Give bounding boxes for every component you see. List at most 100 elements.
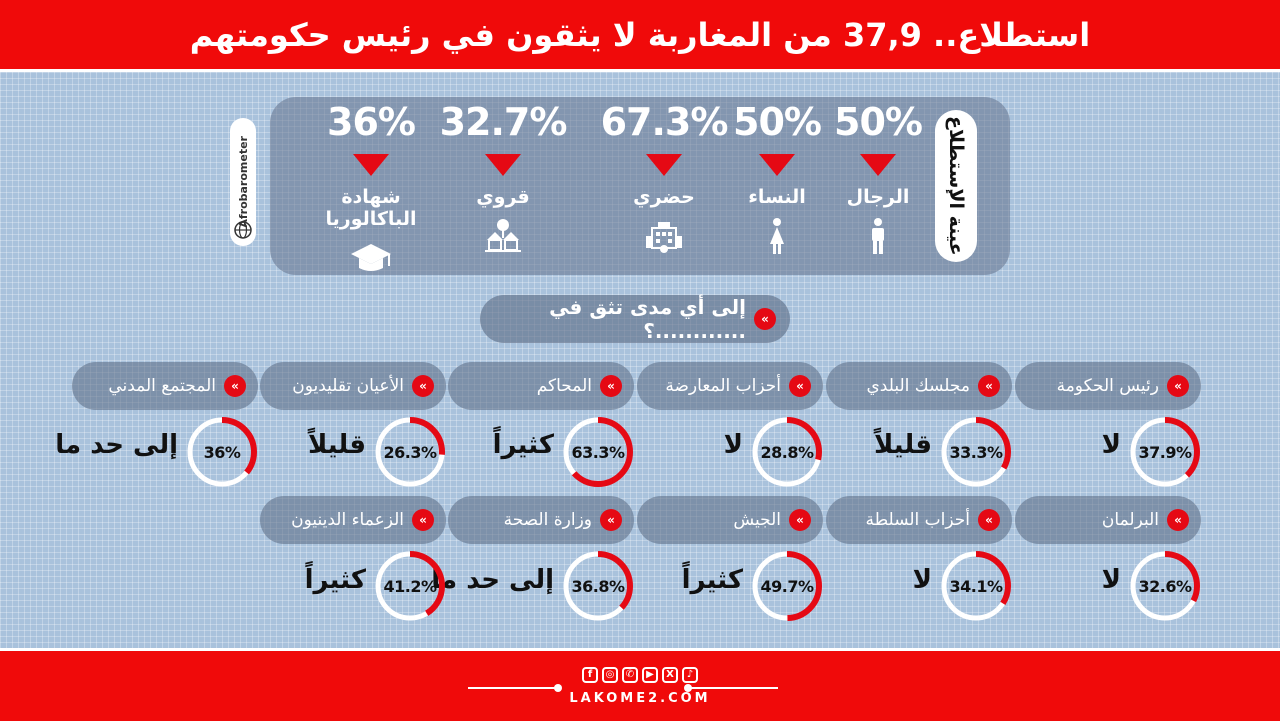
institution-label: مجلسك البلدي « [826,362,1012,410]
institution-label: الزعماء الدينيون « [260,496,446,544]
institution-label: البرلمان « [1015,496,1201,544]
ring-graphic [752,551,822,621]
ring-graphic [1130,417,1200,487]
percentage-value: 32.6% [1138,576,1192,596]
ring-graphic [375,417,445,487]
answer-text: لا [723,430,743,460]
down-arrow-icon [759,154,795,176]
answer-text: كثيراً [304,565,366,595]
sample-panel [270,97,1010,275]
man-icon [872,218,884,254]
institution-label: وزارة الصحة « [448,496,634,544]
question-pill: إلى أي مدى تثق في ............؟ « [480,295,790,343]
double-chevron-icon: « [789,375,811,397]
whatsapp-icon[interactable]: ✆ [622,667,638,683]
source-badge: Afrobarometer [230,118,256,246]
ring-fill [563,417,633,487]
answer-text: قليلاً [874,430,932,460]
decorative-line [684,684,778,692]
percentage-value: 63.3% [571,442,625,462]
double-chevron-icon: « [600,509,622,531]
x-icon[interactable]: X [662,667,678,683]
institution-name: الأعيان تقليديون [292,376,404,396]
percentage-ring: 41.2% [374,550,446,622]
header-banner: استطلاع.. 37,9 من المغاربة لا يثقون في ر… [0,0,1280,72]
woman-icon [770,218,784,254]
ring-fill [1130,551,1200,621]
double-chevron-icon: « [978,509,1000,531]
ring-graphic [563,551,633,621]
institution-label: أحزاب السلطة « [826,496,1012,544]
percentage-value: 41.2% [383,576,437,596]
percentage-value: 33.3% [949,442,1003,462]
answer-text: لا [1101,565,1121,595]
double-chevron-icon: « [600,375,622,397]
percentage-value: 49.7% [760,576,814,596]
percentage-value: 28.8% [760,442,814,462]
site-url[interactable]: LAKOME2.COM [569,691,711,706]
village-icon [485,219,521,252]
institution-label: المحاكم « [448,362,634,410]
institution-label: رئيس الحكومة « [1015,362,1201,410]
facebook-icon[interactable]: f [582,667,598,683]
answer-text: قليلاً [308,430,366,460]
percentage-value: 34.1% [949,576,1003,596]
ring-graphic [563,417,633,487]
ring-fill [375,417,445,487]
institution-label: المجتمع المدني « [72,362,258,410]
double-chevron-icon: « [754,308,776,330]
footer-banner: f ◎ ✆ ▶ X ♪ LAKOME2.COM [0,648,1280,721]
institution-name: أحزاب السلطة [865,510,971,530]
instagram-icon[interactable]: ◎ [602,667,618,683]
percentage-ring: 32.6% [1129,550,1201,622]
answer-text: إلى حد ما [431,565,554,595]
ring-graphic [1130,551,1200,621]
percentage-value: 36.8% [571,576,625,596]
ring-fill [187,417,257,487]
youtube-icon[interactable]: ▶ [642,667,658,683]
ring-fill [563,551,633,621]
sample-label: عينة الإستطلاع [935,110,977,262]
percentage-ring: 63.3% [562,416,634,488]
institution-name: المحاكم [536,376,592,396]
ring-graphic [941,551,1011,621]
double-chevron-icon: « [1167,375,1189,397]
ring-fill [941,551,1011,621]
graduation-cap-icon [351,244,391,271]
ring-graphic [375,551,445,621]
stat-women: 50% النساء [712,100,842,254]
institution-name: البرلمان [1101,510,1159,530]
institution-name: مجلسك البلدي [866,376,971,396]
percentage-ring: 33.3% [940,416,1012,488]
percentage-value: 36% [203,442,241,462]
percentage-ring: 36% [186,416,258,488]
double-chevron-icon: « [978,375,1000,397]
institution-name: رئيس الحكومة [1056,376,1159,396]
ring-fill [375,551,445,621]
institution-label: الجيش « [637,496,823,544]
percentage-ring: 34.1% [940,550,1012,622]
ring-fill [941,417,1011,487]
page-title: استطلاع.. 37,9 من المغاربة لا يثقون في ر… [189,15,1091,54]
institution-name: الجيش [733,510,781,530]
answer-text: لا [912,565,932,595]
answer-text: كثيراً [492,430,554,460]
percentage-value: 26.3% [383,442,437,462]
social-icons: f ◎ ✆ ▶ X ♪ [560,665,720,685]
double-chevron-icon: « [412,509,434,531]
ring-graphic [752,417,822,487]
institution-label: الأعيان تقليديون « [260,362,446,410]
percentage-ring: 28.8% [751,416,823,488]
answer-text: لا [1101,430,1121,460]
double-chevron-icon: « [224,375,246,397]
stat-men: 50% الرجال [813,100,943,254]
percentage-ring: 26.3% [374,416,446,488]
ring-fill [1130,417,1200,487]
ring-fill [752,417,822,487]
globe-icon [234,221,252,239]
decorative-line [468,684,562,692]
answer-text: إلى حد ما [55,430,178,460]
ring-graphic [187,417,257,487]
tiktok-icon[interactable]: ♪ [682,667,698,683]
institution-name: المجتمع المدني [108,376,216,396]
